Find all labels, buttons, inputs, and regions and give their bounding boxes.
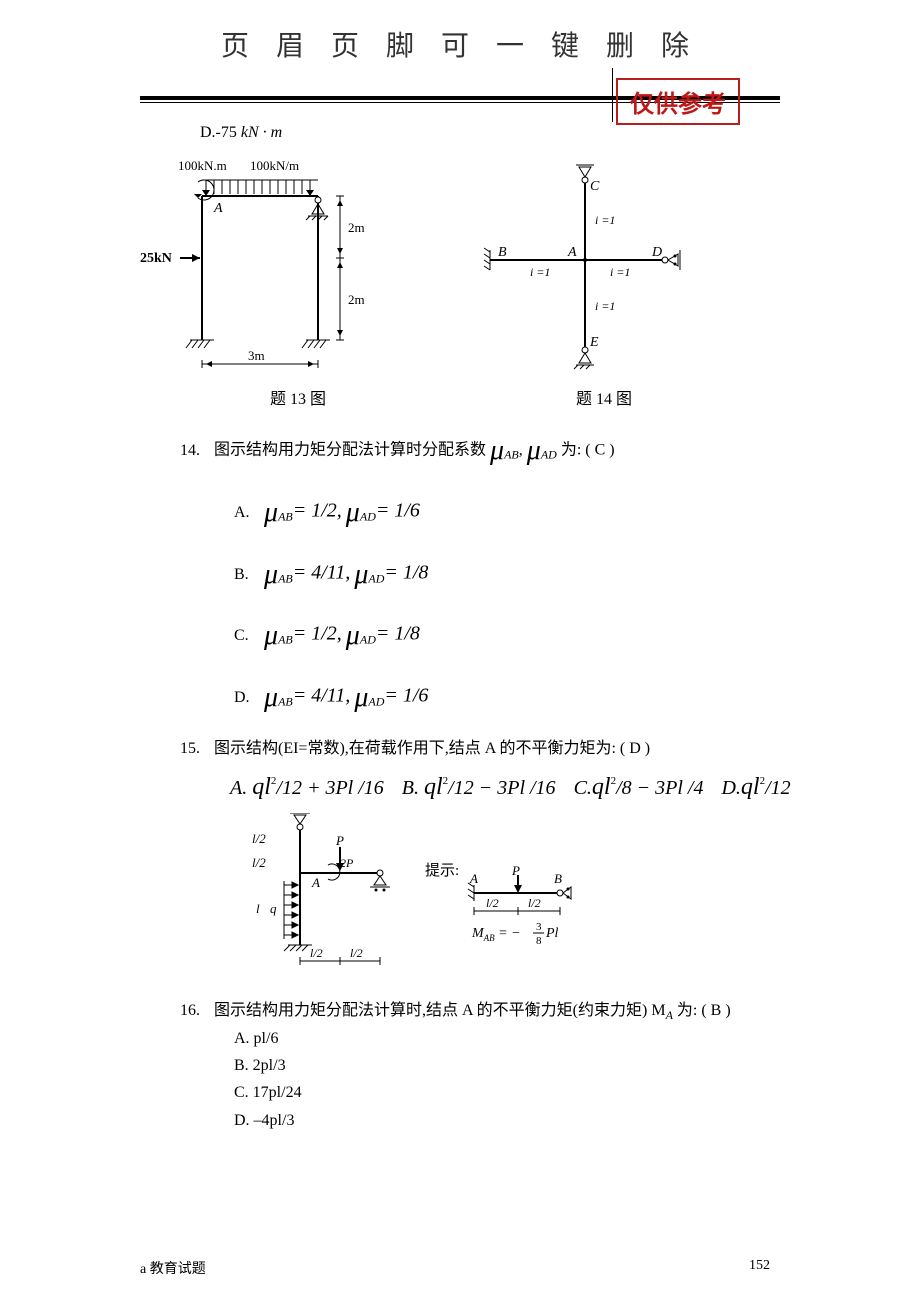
svg-text:3: 3 [536, 921, 542, 933]
q14-opt-a: A. μAB= 1/2, μAD= 1/6 [234, 489, 770, 537]
svg-text:提示:: 提示: [425, 862, 459, 879]
svg-text:i =1: i =1 [595, 213, 615, 227]
svg-text:100kN.m: 100kN.m [178, 158, 227, 173]
q15-options: A. ql2/12 + 3Pl /16 B. ql2/12 − 3Pl /16 … [230, 767, 770, 808]
svg-text:25kN: 25kN [140, 251, 172, 266]
q15-opt-a: A. ql2/12 + 3Pl /16 [230, 767, 384, 808]
q15-opt-d: D.ql2/12 [721, 767, 790, 808]
svg-text:l/2: l/2 [252, 855, 266, 870]
q15-number: 15. [180, 735, 210, 762]
svg-text:2m: 2m [348, 220, 365, 235]
svg-text:l/2: l/2 [486, 896, 499, 910]
svg-text:8: 8 [536, 935, 542, 947]
page-header: 页 眉 页 脚 可 一 键 删 除 [0, 0, 920, 72]
svg-text:P: P [335, 833, 344, 848]
svg-text:3m: 3m [248, 348, 265, 363]
header-divider-vertical [612, 68, 613, 122]
q14-number: 14. [180, 437, 210, 464]
header-title: 页 眉 页 脚 可 一 键 删 除 [221, 24, 699, 64]
svg-text:2m: 2m [348, 292, 365, 307]
q16-number: 16. [180, 997, 210, 1024]
svg-text:A: A [213, 201, 223, 216]
svg-text:E: E [589, 335, 599, 350]
svg-text:i =1: i =1 [530, 265, 550, 279]
mu-symbol: μ [527, 435, 541, 466]
figure-13: 100kN.m 100kN/m [140, 150, 400, 380]
q16-options: A. pl/6 B. 2pl/3 C. 17pl/24 D. –4pl/3 [234, 1025, 770, 1134]
q16-text-post: 为: ( B ) [673, 1002, 731, 1019]
svg-text:A: A [311, 875, 320, 890]
svg-text:A: A [469, 871, 478, 886]
mu-symbol: μ [490, 435, 504, 466]
page-footer: a 教育试题 152 [140, 1258, 770, 1278]
svg-text:l/2: l/2 [528, 896, 541, 910]
q16-opt-c: C. 17pl/24 [234, 1079, 770, 1106]
svg-text:A: A [567, 245, 577, 260]
q16-opt-d: D. –4pl/3 [234, 1107, 770, 1134]
svg-text:l/2: l/2 [252, 831, 266, 846]
svg-text:100kN/m: 100kN/m [250, 158, 299, 173]
svg-text:B: B [498, 245, 507, 260]
option-text: D.-75 kN · m [200, 124, 282, 141]
figure-row: 100kN.m 100kN/m [140, 150, 770, 380]
question-15: 15. 图示结构(EI=常数),在荷载作用下,结点 A 的不平衡力矩为: ( D… [180, 735, 770, 762]
svg-text:Pl: Pl [545, 926, 559, 941]
q14-opt-b: B. μAB= 4/11, μAD= 1/8 [234, 551, 770, 599]
q16-opt-a: A. pl/6 [234, 1025, 770, 1052]
svg-text:i =1: i =1 [610, 265, 630, 279]
svg-text:B: B [554, 871, 562, 886]
svg-text:2P: 2P [340, 856, 354, 870]
q14-options: A. μAB= 1/2, μAD= 1/6 B. μAB= 4/11, μAD=… [234, 489, 770, 721]
svg-text:q: q [270, 901, 277, 916]
footer-left: a 教育试题 [140, 1258, 206, 1278]
q14-opt-d: D. μAB= 4/11, μAD= 1/6 [234, 674, 770, 722]
svg-text:MAB = −: MAB = − [471, 926, 521, 943]
svg-text:D: D [651, 245, 662, 260]
q15-opt-b: B. ql2/12 − 3Pl /16 [402, 767, 556, 808]
svg-text:l/2: l/2 [350, 946, 363, 960]
figure-14: C B A D E i =1 i =1 i =1 i =1 [460, 160, 690, 380]
svg-text:l/2: l/2 [310, 946, 323, 960]
question-14: 14. 图示结构用力矩分配法计算时分配系数 μAB, μAD 为: ( C ) [180, 427, 770, 475]
svg-text:C: C [590, 179, 600, 194]
q14-text-pre: 图示结构用力矩分配法计算时分配系数 [214, 442, 486, 459]
fig14-caption: 题 14 图 [576, 386, 632, 413]
q16-text-pre: 图示结构用力矩分配法计算时,结点 A 的不平衡力矩(约束力矩) M [214, 1002, 666, 1019]
figure-captions: 题 13 图 题 14 图 [180, 386, 770, 413]
svg-text:l: l [256, 901, 260, 916]
q15-text: 图示结构(EI=常数),在荷载作用下,结点 A 的不平衡力矩为: ( D ) [214, 740, 650, 757]
q14-text-mid: 为: ( C ) [561, 442, 615, 459]
q15-opt-c: C.ql2/8 − 3Pl /4 [574, 767, 704, 808]
svg-text:i =1: i =1 [595, 299, 615, 313]
q16-opt-b: B. 2pl/3 [234, 1052, 770, 1079]
fig13-caption: 题 13 图 [270, 386, 326, 413]
q14-opt-c: C. μAB= 1/2, μAD= 1/8 [234, 612, 770, 660]
question-16: 16. 图示结构用力矩分配法计算时,结点 A 的不平衡力矩(约束力矩) MA 为… [180, 997, 770, 1026]
page-content: D.-75 kN · m 100kN.m 100kN/m [0, 111, 920, 1134]
reference-stamp: 仅供参考 [616, 78, 740, 125]
footer-page-number: 152 [749, 1258, 770, 1278]
figure-15: P 2P A q l/2 l/2 l l/2 l/2 提示: [240, 813, 640, 973]
